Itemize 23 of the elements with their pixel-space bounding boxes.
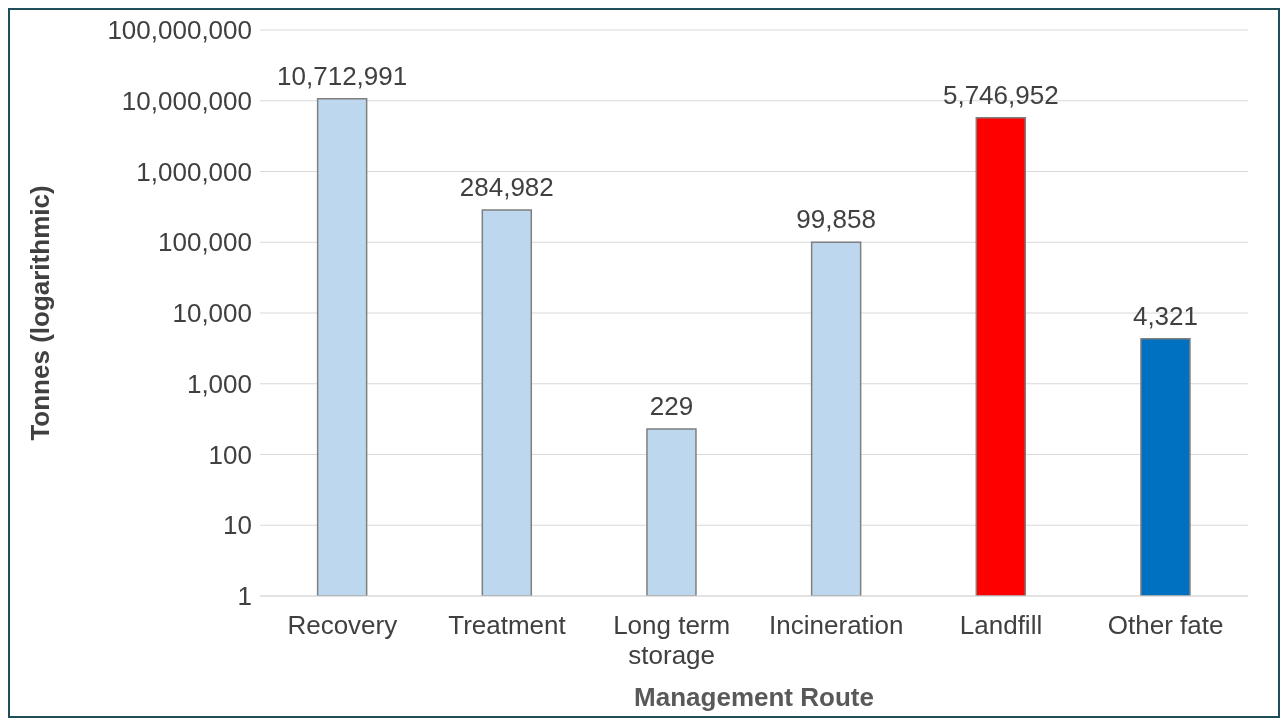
x-tick-label: Landfill xyxy=(959,610,1043,640)
data-label: 284,982 xyxy=(459,172,554,203)
x-tick-label: Other fate xyxy=(1107,610,1224,640)
x-tick-label: Long term storage xyxy=(613,610,731,670)
data-label: 99,858 xyxy=(796,204,876,235)
x-tick-label: Incineration xyxy=(769,610,904,640)
y-tick-label: 100,000 xyxy=(158,227,252,258)
x-axis-title: Management Route xyxy=(634,682,874,712)
data-label: 4,321 xyxy=(1132,300,1199,331)
data-label: 10,712,991 xyxy=(277,60,408,91)
y-tick-label: 1,000 xyxy=(186,368,252,399)
y-axis-title: Tonnes (logarithmic) xyxy=(25,185,56,441)
y-tick-label: 10,000,000 xyxy=(121,85,252,116)
y-tick-label: 100,000,000 xyxy=(107,15,252,46)
data-label: 229 xyxy=(649,391,694,422)
x-tick-label: Treatment xyxy=(448,610,567,640)
y-tick-label: 1 xyxy=(237,581,252,612)
y-tick-label: 10 xyxy=(223,510,252,541)
y-tick-label: 1,000,000 xyxy=(136,156,252,187)
data-label: 5,746,952 xyxy=(942,79,1059,110)
y-tick-label: 10,000 xyxy=(172,298,252,329)
x-tick-label: Recovery xyxy=(287,610,398,640)
y-tick-label: 100 xyxy=(208,439,252,470)
